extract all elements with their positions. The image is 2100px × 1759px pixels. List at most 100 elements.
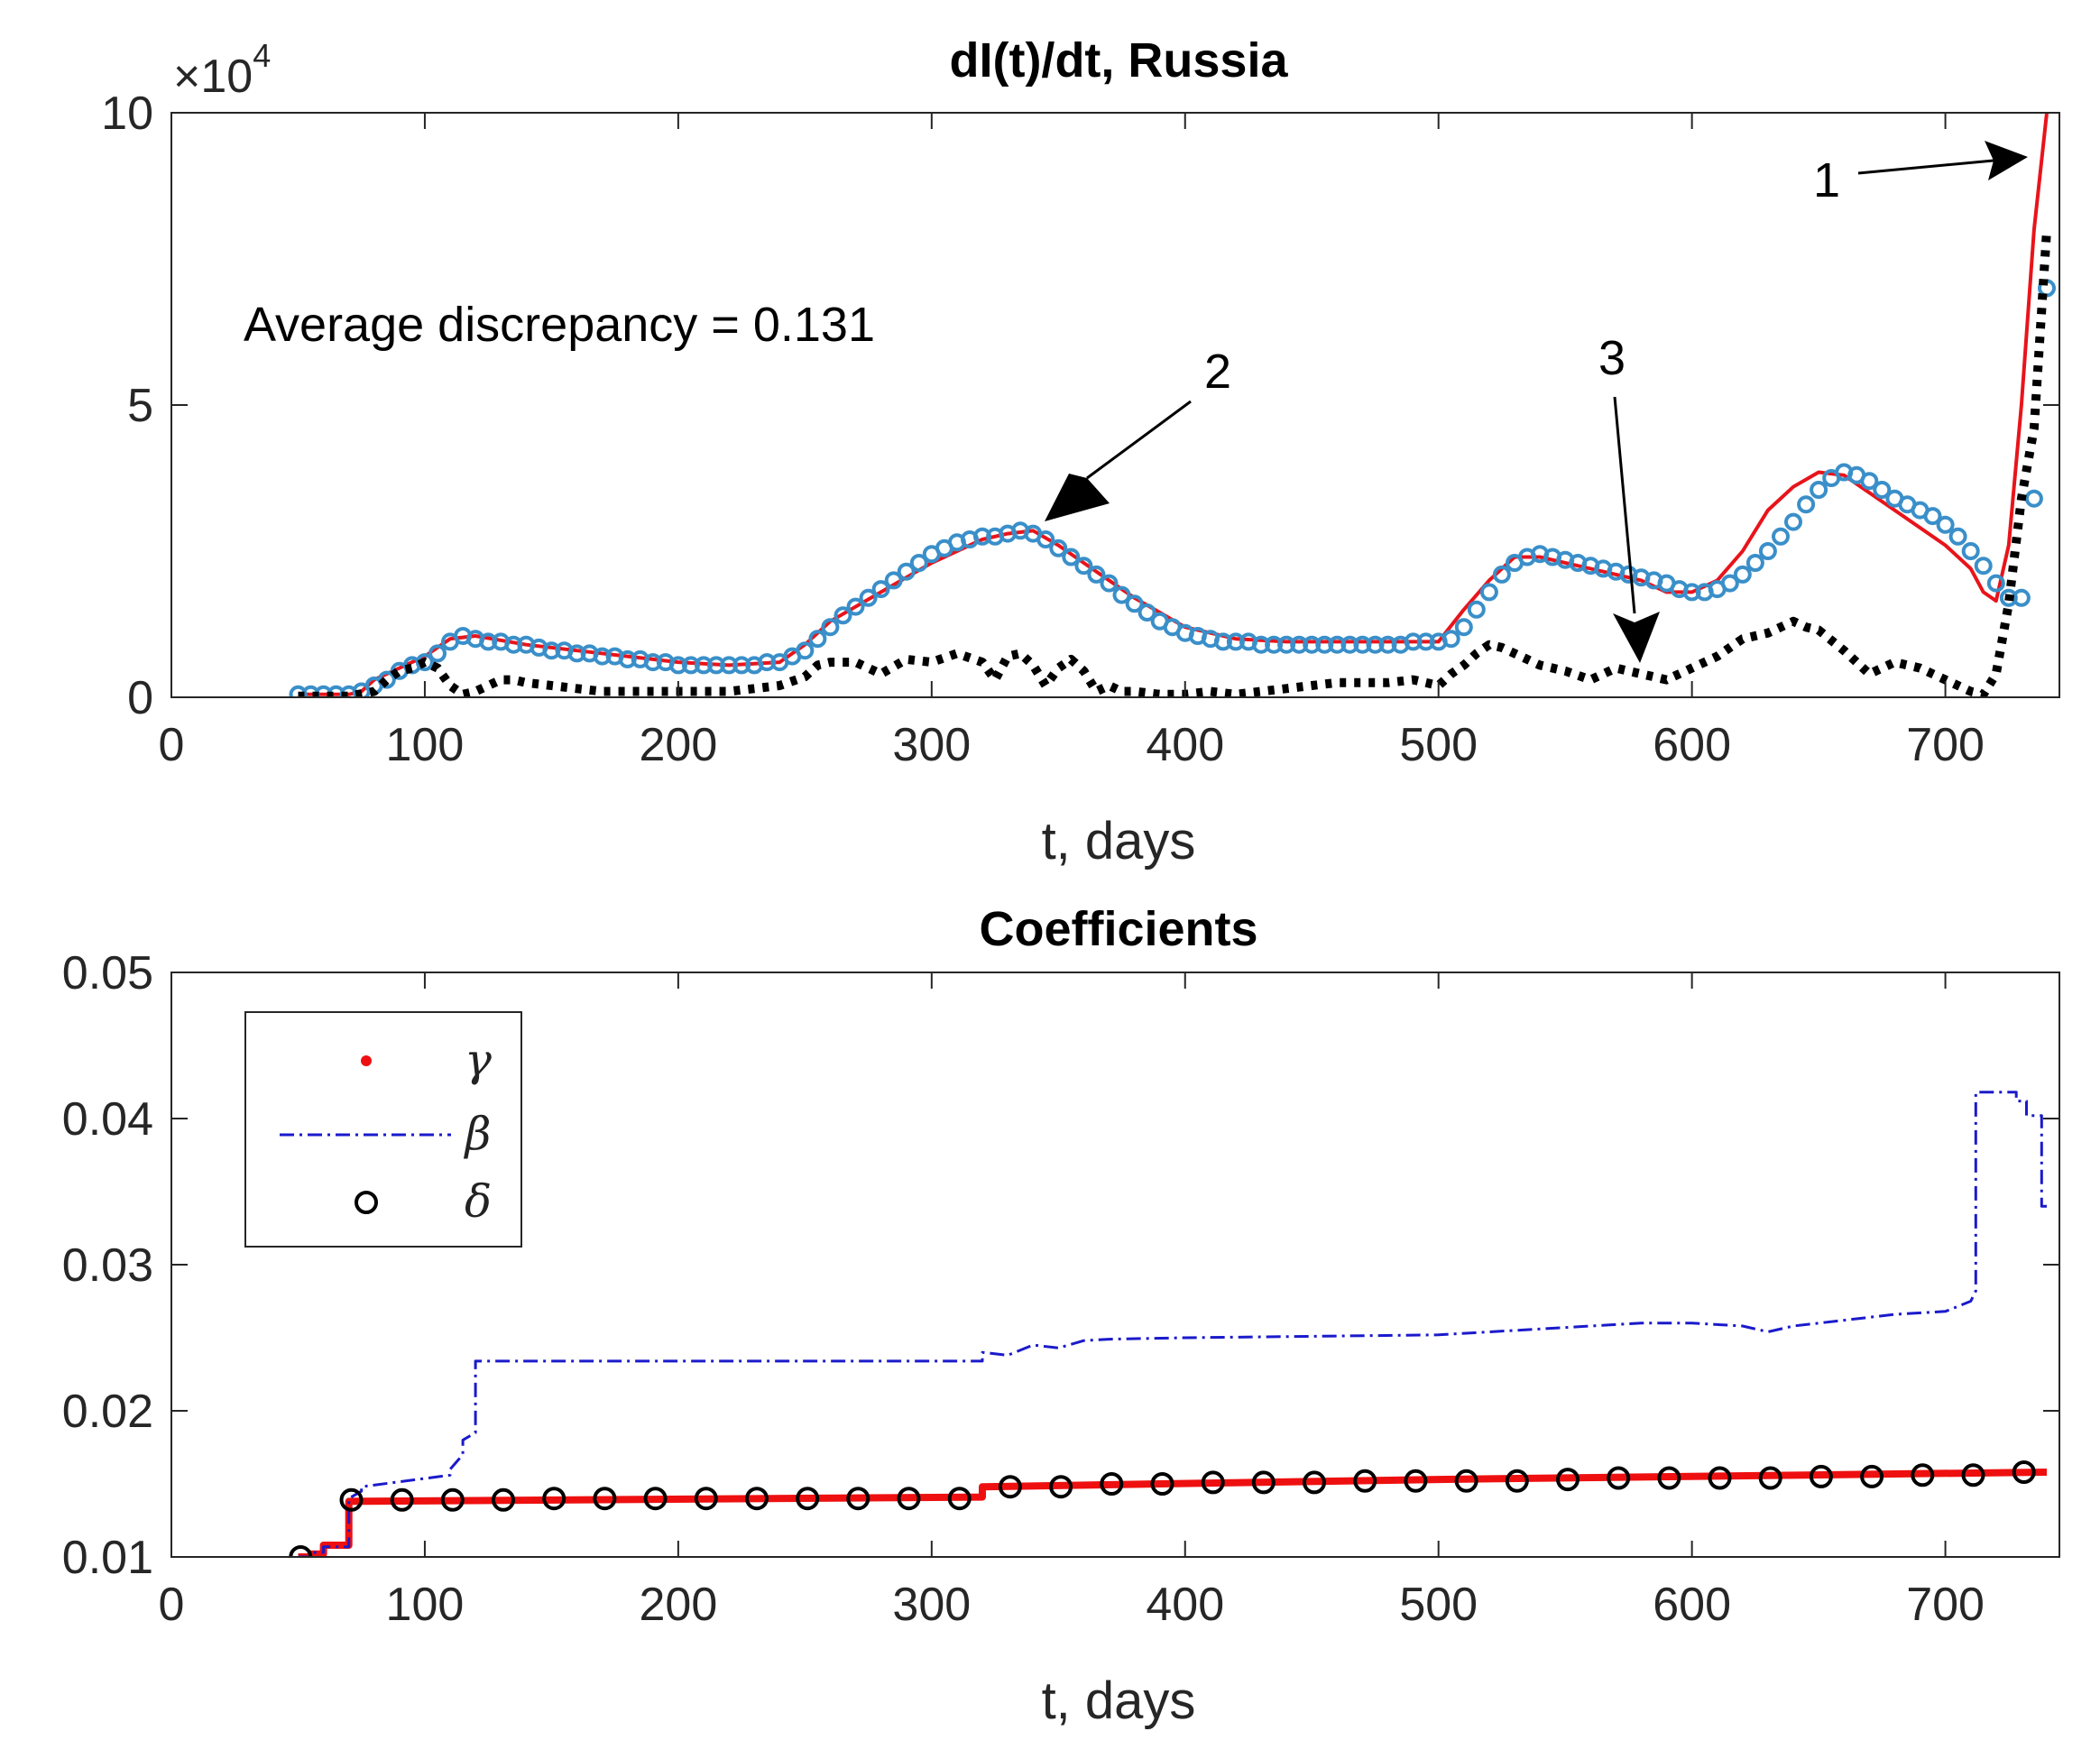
data-point-delta	[1049, 1475, 1073, 1499]
data-point-series2	[1087, 565, 1106, 584]
y-multiplier-label: ×104	[173, 37, 271, 103]
data-point-series2	[1860, 472, 1879, 491]
data-point-series2	[1454, 618, 1473, 637]
data-point-delta	[1353, 1469, 1377, 1493]
data-point-delta	[1100, 1472, 1124, 1496]
data-point-series2	[1062, 548, 1081, 566]
x-tick-label: 700	[1906, 1579, 1985, 1631]
legend-delta-marker	[355, 1191, 378, 1214]
x-tick-label: 400	[1146, 1579, 1224, 1631]
data-point-delta	[1201, 1470, 1225, 1495]
top-panel: 0 100 200 300 400 500 600 700 0 5 10 dI(t)/dt, Rus…	[101, 33, 2060, 870]
data-point-delta	[390, 1487, 414, 1512]
y-tick-label: 0.05	[62, 947, 153, 999]
y-tick-label: 0.02	[62, 1386, 153, 1438]
top-ticks: 0 100 200 300 400 500 600 700 0 5 10	[101, 87, 2059, 771]
data-point-delta	[440, 1487, 465, 1512]
y-multiplier-base: ×10	[173, 51, 253, 103]
x-tick-label: 200	[639, 719, 717, 771]
x-tick-label: 100	[386, 719, 465, 771]
x-tick-label: 600	[1653, 719, 1731, 771]
x-tick-label: 200	[639, 1579, 717, 1631]
top-chart-title: dI(t)/dt, Russia	[950, 33, 1289, 87]
data-point-delta	[998, 1475, 1022, 1499]
data-point-series2	[1492, 565, 1511, 584]
data-point-series2	[859, 588, 878, 607]
data-point-delta	[2012, 1460, 2036, 1484]
data-point-delta	[1404, 1469, 1428, 1493]
data-point-series2	[821, 618, 840, 637]
data-point-delta	[289, 1545, 313, 1557]
dotted-line	[298, 229, 2051, 697]
arrow-label-3: 3	[1598, 331, 1626, 385]
data-point-delta	[745, 1487, 769, 1511]
data-point-series2	[1138, 603, 1156, 622]
data-point-delta	[1657, 1466, 1681, 1490]
data-point-series2	[1758, 542, 1777, 560]
data-point-series2	[1479, 583, 1498, 602]
data-point-series2	[1797, 495, 1816, 514]
arrow-label-1: 1	[1813, 153, 1840, 207]
data-point-delta	[1454, 1469, 1478, 1493]
bottom-panel: 0 100 200 300 400 500 600 700 0.01 0.02 0.03 0.04 0.…	[62, 902, 2060, 1730]
bottom-x-axis-label: t, days	[1042, 1672, 1196, 1730]
data-point-delta	[1251, 1470, 1276, 1495]
data-point-delta	[1758, 1466, 1782, 1490]
data-point-series2	[1720, 574, 1739, 593]
x-tick-label: 600	[1653, 1579, 1731, 1631]
data-point-series2	[1745, 554, 1764, 572]
data-point-delta	[694, 1487, 718, 1511]
data-point-series2	[1961, 542, 1980, 560]
x-tick-label: 500	[1399, 719, 1478, 771]
data-point-delta	[542, 1487, 566, 1511]
y-tick-label: 0.04	[62, 1093, 153, 1146]
data-point-series2	[1936, 515, 1955, 534]
data-point-series2	[1733, 565, 1752, 584]
data-point-delta	[593, 1487, 617, 1511]
data-point-series2	[1036, 530, 1055, 548]
data-point-delta	[846, 1487, 870, 1511]
y-tick-label: 0	[127, 672, 153, 724]
legend-gamma-marker	[361, 1055, 372, 1066]
data-point-series2	[1467, 600, 1486, 619]
x-tick-label: 0	[159, 1579, 185, 1631]
x-tick-label: 300	[892, 719, 971, 771]
legend-label-gamma: γ	[465, 1034, 492, 1086]
bottom-plot-data	[289, 1091, 2048, 1557]
data-point-series2	[1923, 507, 1942, 526]
data-point-delta	[1607, 1466, 1631, 1490]
average-discrepancy-annotation: Average discrepancy = 0.131	[244, 298, 875, 352]
y-tick-label: 10	[101, 87, 153, 140]
data-point-series2	[871, 580, 890, 599]
data-point-delta	[947, 1487, 972, 1511]
data-point-delta	[796, 1487, 820, 1511]
data-point-series2	[1074, 557, 1093, 576]
x-tick-label: 300	[892, 1579, 971, 1631]
bottom-axes-box	[170, 972, 2060, 1558]
y-multiplier-exponent: 4	[253, 37, 271, 74]
data-point-series2	[2012, 588, 2031, 607]
data-point-series2	[428, 644, 447, 663]
data-point-series2	[2024, 489, 2043, 508]
data-point-delta	[1150, 1472, 1174, 1496]
data-point-series2	[1112, 585, 1131, 604]
data-point-series2	[846, 597, 865, 616]
legend: γ β δ	[244, 1011, 522, 1248]
data-point-series2	[796, 641, 815, 660]
data-point-series2	[1100, 574, 1119, 593]
data-point-series2	[1784, 512, 1802, 531]
x-tick-label: 500	[1399, 1579, 1478, 1631]
data-point-delta	[339, 1487, 364, 1512]
data-point-delta	[492, 1487, 515, 1512]
beta-line	[298, 1091, 2047, 1557]
data-point-series2	[1049, 539, 1068, 557]
data-point-delta	[897, 1487, 921, 1511]
data-point-delta	[1556, 1468, 1580, 1492]
data-point-series2	[1974, 557, 1993, 576]
data-point-delta	[1505, 1469, 1529, 1493]
data-point-series2	[909, 554, 928, 572]
data-point-delta	[1809, 1464, 1833, 1488]
top-x-axis-label: t, days	[1042, 812, 1196, 870]
y-tick-label: 0.01	[62, 1532, 153, 1584]
